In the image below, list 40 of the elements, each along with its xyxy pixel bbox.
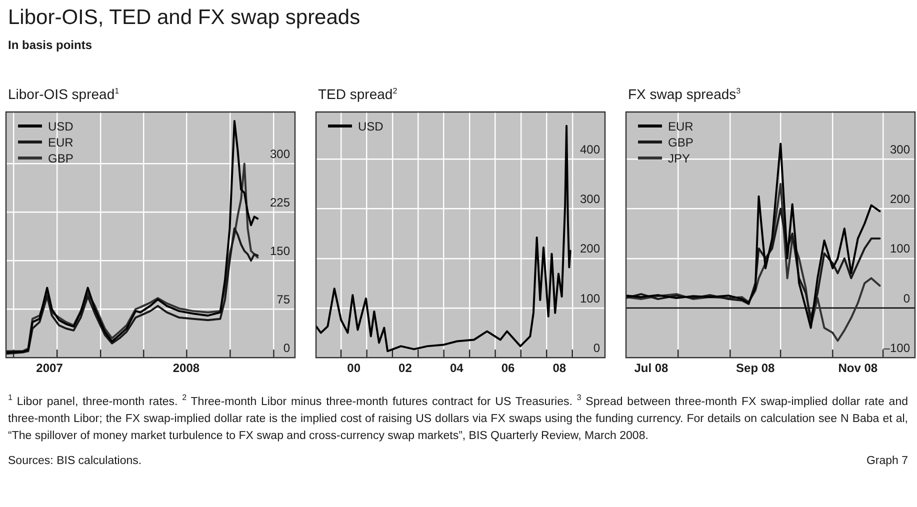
y-tick-label: 150 (270, 244, 290, 258)
y-tick-label: 100 (580, 291, 600, 306)
x-tick-label: 04 (450, 361, 464, 376)
y-tick-label: 200 (580, 242, 600, 256)
y-tick-label: 300 (890, 142, 910, 156)
y-tick-label: 225 (270, 195, 290, 210)
x-tick-label: 02 (398, 361, 412, 376)
x-tick-label: Jul 08 (634, 361, 669, 376)
y-tick-label: 100 (890, 242, 910, 256)
y-tick-label: 0 (283, 340, 290, 355)
legend-label: GBP (668, 135, 694, 150)
y-tick-label: 0 (903, 291, 910, 306)
chart-title: Libor-OIS spread$^{1}$ (8, 86, 120, 102)
x-tick-label: 2007 (36, 361, 64, 376)
chart-title: TED spread$^{2}$ (318, 86, 398, 102)
x-tick-label: Nov 08 (838, 361, 878, 376)
source-note: Sources: BIS calculations. (8, 454, 142, 469)
y-tick-label: 0 (593, 340, 600, 355)
text: $^{1}$ Libor panel, three-month rates. $^{2}$ Three-month Libor minus three-month futures contract for US Treasuries. $^{3}$ Spread between three-month FX swap-implied dollar rate and three-month Libor; the FX swap-implied dollar rate is the implied cost of raising US dollars via FX swaps using the funding currency. For details on calculation see N Baba et al, “The spillover of money market turbulence to FX swap and cross-currency swap markets”, BIS Quarterly Review, March 2008. (8, 393, 908, 444)
y-tick-label: 400 (580, 142, 600, 156)
legend-label: GBP (48, 151, 74, 166)
y-tick-label: 200 (890, 192, 910, 206)
chart-title: FX swap spreads$^{3}$ (628, 86, 741, 102)
x-tick-label: 06 (501, 361, 515, 376)
legend-label: JPY (668, 151, 690, 166)
y-tick-label: –100 (883, 340, 910, 355)
legend-label: USD (358, 119, 384, 134)
x-tick-label: 00 (347, 361, 361, 376)
x-tick-label: 08 (552, 361, 566, 376)
text: In basis points (8, 38, 92, 52)
y-tick-label: 75 (276, 292, 290, 306)
y-tick-label: 300 (580, 192, 600, 206)
x-tick-label: 2008 (172, 361, 200, 376)
y-tick-label: 300 (270, 147, 290, 162)
x-tick-label: Sep 08 (736, 361, 776, 376)
legend-label: EUR (48, 135, 74, 150)
legend-label: EUR (668, 119, 694, 134)
text: Libor-OIS, TED and FX swap spreads (8, 6, 360, 30)
legend-label: USD (48, 119, 74, 134)
caption: Graph 7 (866, 454, 908, 469)
